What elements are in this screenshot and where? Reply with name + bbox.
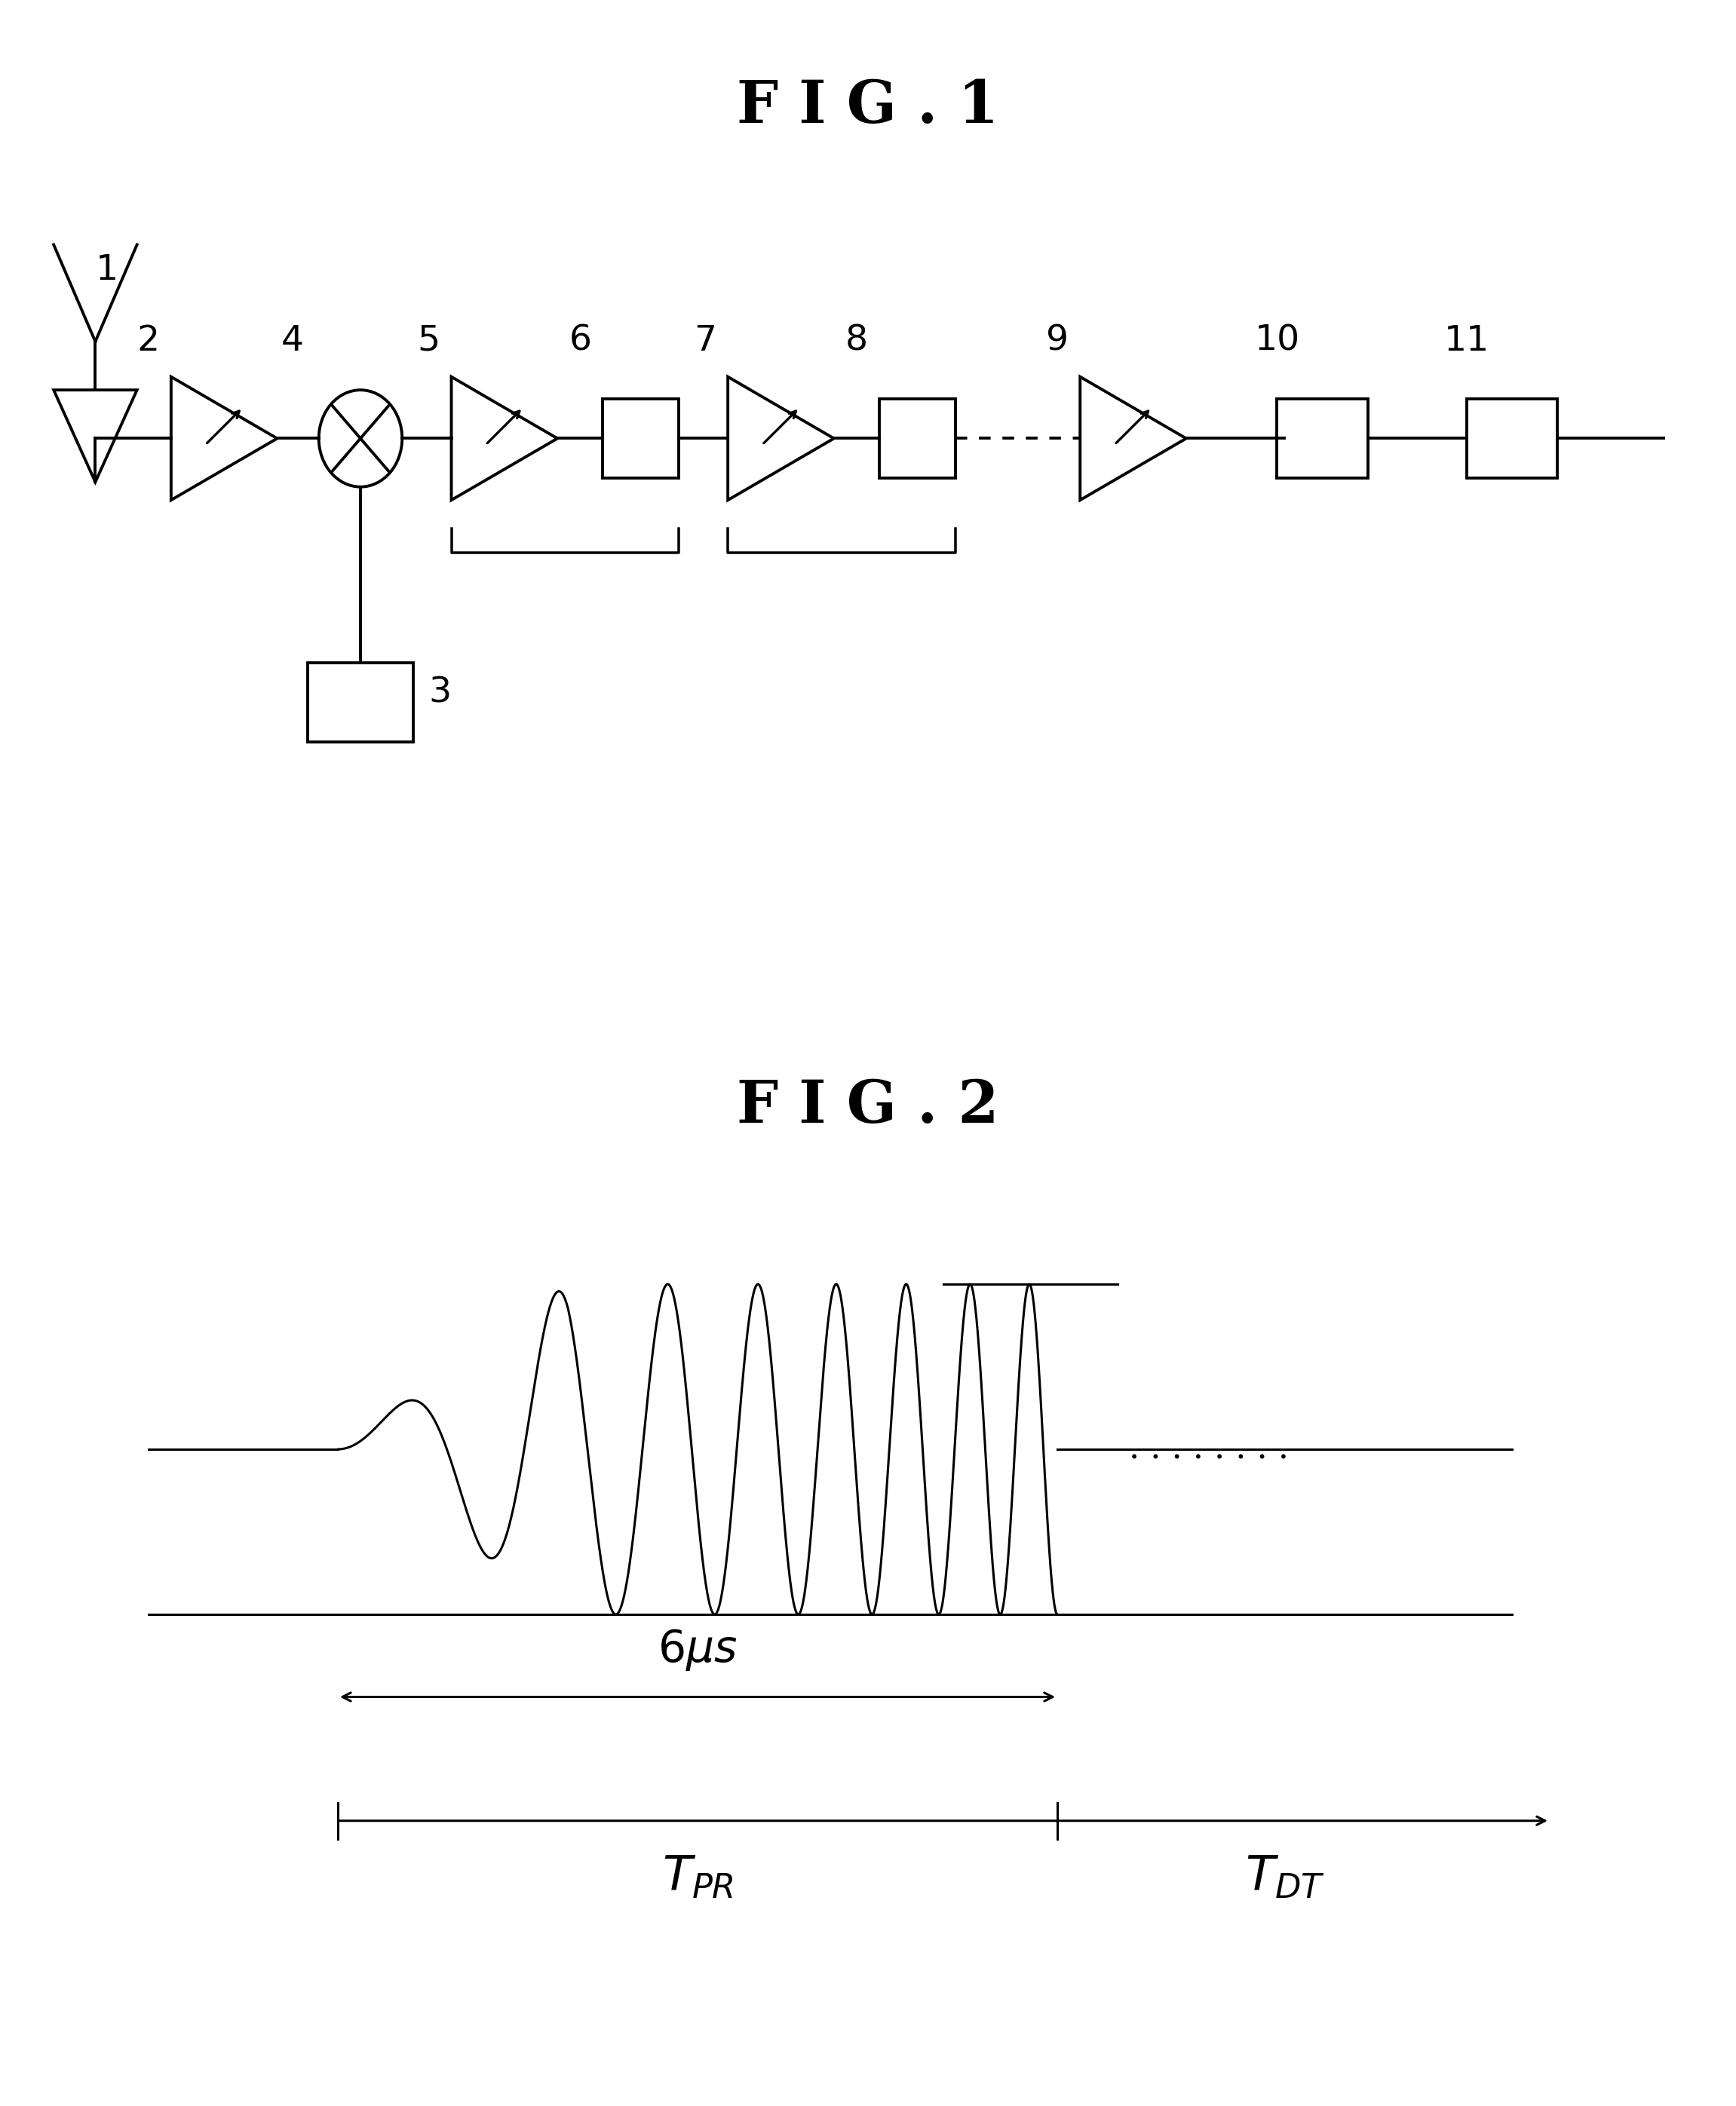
Bar bbox=[1278, 398, 1368, 478]
Text: 11: 11 bbox=[1444, 324, 1489, 358]
Text: 2: 2 bbox=[137, 324, 160, 358]
Text: F I G . 1: F I G . 1 bbox=[738, 78, 998, 135]
Text: 10: 10 bbox=[1255, 324, 1300, 358]
Text: $6\mu s$: $6\mu s$ bbox=[658, 1628, 738, 1672]
Text: 3: 3 bbox=[429, 676, 451, 710]
Bar bbox=[307, 663, 413, 741]
Text: 6: 6 bbox=[569, 324, 592, 358]
Text: 9: 9 bbox=[1047, 324, 1069, 358]
Text: 1: 1 bbox=[95, 253, 118, 286]
Text: 8: 8 bbox=[845, 324, 868, 358]
Bar bbox=[1467, 398, 1557, 478]
Text: 5: 5 bbox=[417, 324, 439, 358]
Text: . . . . . . . .: . . . . . . . . bbox=[1128, 1432, 1288, 1466]
Text: $T_{DT}$: $T_{DT}$ bbox=[1245, 1853, 1325, 1900]
Text: $T_{PR}$: $T_{PR}$ bbox=[661, 1853, 733, 1900]
Text: 7: 7 bbox=[694, 324, 717, 358]
Bar bbox=[880, 398, 955, 478]
Bar bbox=[602, 398, 679, 478]
Text: F I G . 2: F I G . 2 bbox=[738, 1078, 998, 1135]
Text: 4: 4 bbox=[281, 324, 304, 358]
